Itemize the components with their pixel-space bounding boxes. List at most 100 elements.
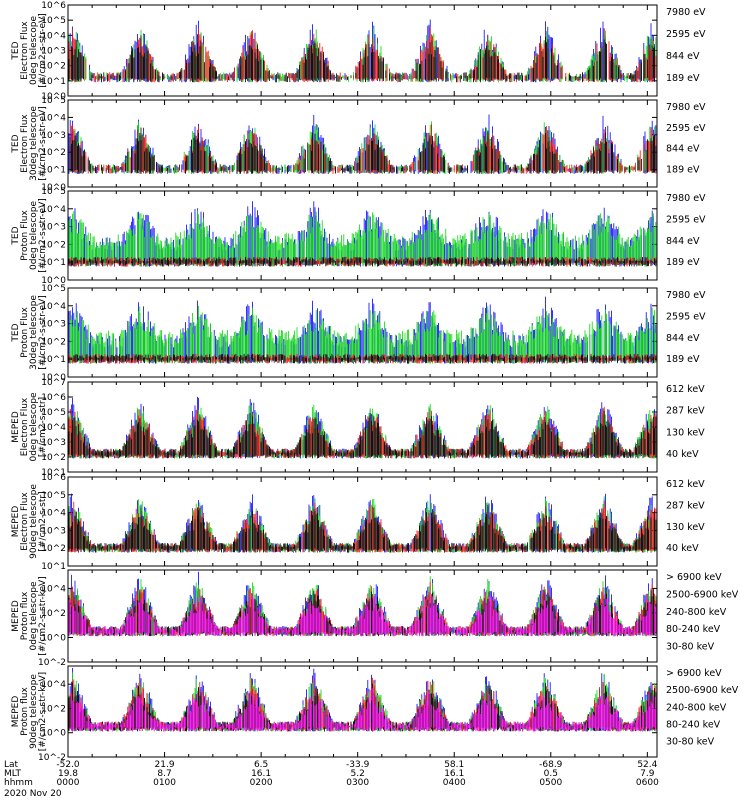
panel-label-line: MEPED	[11, 506, 21, 538]
y-tick-label: 10^4	[41, 205, 66, 215]
y-tick-label: 10^5	[41, 491, 66, 501]
panel-label-line: [#/cm2-s-str-eV]	[38, 295, 48, 370]
legend-844-ev: 844 eV	[666, 144, 700, 155]
y-tick-label: 10^1	[41, 258, 66, 268]
series-group	[68, 571, 657, 637]
y-tick-label: 10^6	[41, 393, 66, 403]
panel-label-line: [#/cm2-s-str-keV]	[38, 672, 48, 751]
x-tick-mlt: 16.1	[444, 769, 464, 779]
x-tick-lat: -52.0	[56, 760, 80, 770]
series-287-kev	[68, 500, 657, 553]
legend-189-ev: 189 eV	[666, 257, 700, 268]
legend-287-kev: 287 keV	[666, 500, 705, 511]
panel-frame	[67, 99, 658, 188]
x-tick-lat: 21.9	[155, 760, 175, 770]
panel-label-line: [#/cm2-s-str]	[38, 397, 48, 457]
legend-189-ev: 189 eV	[666, 165, 700, 176]
y-tick-label: 10^3	[41, 223, 66, 233]
panel-label-line: TED	[11, 134, 21, 153]
panel-label-line: Proton Flux	[20, 307, 30, 358]
panel-label-line: 30deg telescope	[29, 295, 39, 370]
y-tick-label: 10^0	[41, 633, 66, 643]
x-axis-annotation: LatMLThhmm-52.019.8000021.98.701006.516.…	[4, 760, 659, 799]
y-tick-label: 10^2	[41, 62, 66, 72]
series-group	[68, 668, 657, 732]
x-tick-lat: 52.4	[637, 760, 657, 770]
y-tick-label: 10^3	[41, 47, 66, 57]
series-2500-6900-kev	[68, 589, 657, 637]
y-tick-label: 10^4	[41, 680, 66, 690]
panel-label: MEPED Proton flux 0deg telescope [#/cm2-s-s…	[11, 576, 48, 655]
legend-189-ev: 189 eV	[666, 354, 700, 365]
legend-612-kev: 612 keV	[666, 384, 705, 395]
series-189-ev	[68, 296, 657, 364]
y-tick-label: 10^1	[41, 77, 66, 87]
panel-label-line: 90deg telescope	[29, 674, 39, 749]
legend-844-ev: 844 eV	[666, 236, 700, 247]
panel-label: MEPED Electron Flux 90deg telescope [#/cm2-…	[11, 484, 48, 559]
series-612-kev	[68, 504, 657, 553]
legend-189-ev: 189 eV	[666, 73, 700, 84]
panel-label-line: [#/cm2-s-str-eV]	[38, 13, 48, 88]
series-844-ev	[68, 27, 657, 83]
y-tick-label: 10^4	[41, 509, 66, 519]
panel-label: MEPED Proton flux 90deg telescope [#/cm2-s-…	[11, 672, 48, 751]
legend-2595-ev: 2595 eV	[666, 311, 706, 322]
x-row-label-lat: Lat	[4, 760, 19, 770]
y-tick-label: 10^3	[41, 526, 66, 536]
legend-7980-ev: 7980 eV	[666, 193, 706, 204]
y-tick-label: 10^5	[41, 408, 66, 418]
series-group	[68, 19, 657, 83]
panel-1: 10^0 10^1 10^2 10^3 10^4 10^5 10^6 TED Electron …	[11, 1, 706, 102]
x-tick-hhmm: 0300	[346, 778, 369, 788]
panel-label-line: TED	[11, 226, 21, 245]
series-240-800-kev	[68, 677, 657, 732]
legend-844-ev: 844 eV	[666, 333, 700, 344]
panel-label-line: Electron Flux	[20, 114, 30, 173]
x-tick-mlt: 5.2	[351, 769, 365, 779]
y-tick-label: 10^2	[41, 609, 66, 619]
y-tick-label: 10^4	[41, 423, 66, 433]
legend-2595-ev: 2595 eV	[666, 123, 706, 134]
legend-130-kev: 130 keV	[666, 427, 705, 438]
panel-label-line: 90deg telescope	[29, 484, 39, 559]
y-tick-label: 10^0	[41, 183, 66, 193]
series--6900-kev	[71, 688, 657, 732]
y-tick-label: 10^1	[41, 468, 66, 478]
y-tick-label: 10^2	[41, 544, 66, 554]
series-7980-ev	[68, 34, 655, 83]
panel-label: TED Proton Flux 0deg telescope [#/cm2-s-str…	[11, 198, 48, 273]
x-tick-hhmm: 0600	[636, 778, 659, 788]
panel-label-line: Electron Flux	[20, 492, 30, 551]
panel-label-line: TED	[11, 41, 21, 60]
panel-label-line: 0deg telescope	[29, 581, 39, 651]
panel-label: TED Electron Flux 0deg telescope [#/cm2-s-s…	[11, 13, 48, 88]
y-tick-label: 10^3	[41, 131, 66, 141]
y-tick-label: 10^1	[41, 166, 66, 176]
y-tick-label: 10^4	[41, 302, 66, 312]
y-tick-label: 10^2	[41, 704, 66, 714]
panel-label: TED Electron Flux 30deg telescope [#/cm2-s-…	[11, 106, 48, 181]
panel-label-line: 30deg telescope	[29, 106, 39, 181]
panel-label-line: Proton Flux	[20, 210, 30, 261]
x-tick-lat: -68.9	[539, 760, 563, 770]
panel-label-line: [#/cm2-s-str-eV]	[38, 198, 48, 273]
panel-label-line: MEPED	[11, 411, 21, 443]
series-2595-ev	[68, 353, 657, 364]
legend-30-80-kev: 30-80 keV	[666, 642, 715, 653]
series-group	[68, 493, 657, 553]
panel-label-line: Electron Flux	[20, 397, 30, 456]
panel-label-line: 0deg telescope	[29, 201, 39, 271]
legend-7980-ev: 7980 eV	[666, 7, 706, 18]
series-group	[68, 296, 657, 364]
y-tick-label: 10^-2	[38, 658, 66, 668]
series-7980-ev	[68, 256, 657, 267]
legend--6900-kev: > 6900 keV	[666, 668, 722, 679]
legend-7980-ev: 7980 eV	[666, 102, 706, 113]
